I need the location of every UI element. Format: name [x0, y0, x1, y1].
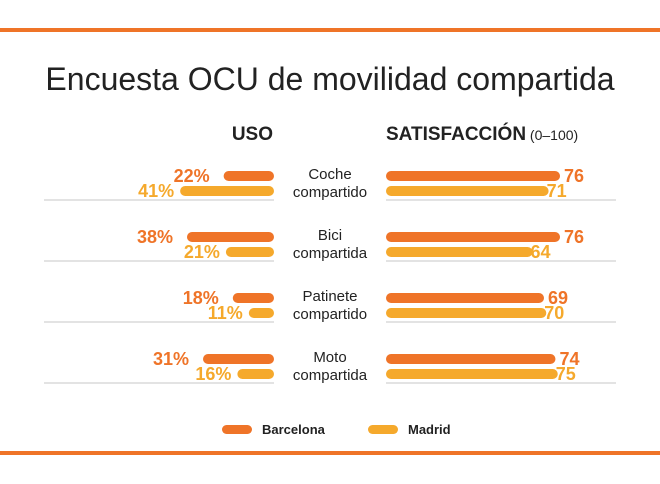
- label-uso: 38%: [137, 227, 173, 247]
- category-label: Coche: [308, 166, 351, 183]
- bar-uso-madrid: [180, 186, 274, 196]
- label-uso: 18%: [183, 288, 219, 308]
- bar-satisfaccion-barcelona: [386, 232, 561, 242]
- label-satisfaccion: 76: [564, 227, 584, 247]
- label-satisfaccion: 74: [559, 349, 579, 369]
- label-uso: 31%: [153, 349, 189, 369]
- top-rule: [0, 28, 660, 32]
- panel-subtitle: (0–100): [526, 127, 578, 143]
- bar-uso-barcelona: [232, 293, 274, 303]
- panel-title-satisfaccion: SATISFACCIÓN (0–100): [386, 123, 578, 145]
- label-uso: 16%: [195, 364, 231, 384]
- category-label: compartida: [293, 245, 368, 262]
- bar-satisfaccion-madrid: [386, 369, 558, 379]
- legend-swatch: [368, 425, 398, 434]
- label-uso: 22%: [174, 166, 210, 186]
- label-satisfaccion: 69: [548, 288, 568, 308]
- bar-uso-barcelona: [186, 232, 274, 242]
- bar-uso-madrid: [225, 247, 274, 257]
- bar-uso-madrid: [237, 369, 274, 379]
- bar-satisfaccion-barcelona: [386, 354, 556, 364]
- label-uso: 41%: [138, 181, 174, 201]
- row-divider: [44, 321, 274, 323]
- category-label: Patinete: [302, 288, 357, 305]
- category-label: compartido: [293, 184, 367, 201]
- category-label: Moto: [313, 349, 346, 366]
- label-satisfaccion: 75: [556, 364, 576, 384]
- label-satisfaccion: 76: [564, 166, 584, 186]
- panel-title-uso: USO: [232, 124, 273, 145]
- legend-label: Barcelona: [262, 422, 326, 437]
- bar-uso-madrid: [248, 308, 274, 318]
- legend-swatch: [222, 425, 252, 434]
- bar-satisfaccion-barcelona: [386, 293, 545, 303]
- row-divider: [386, 382, 616, 384]
- bar-uso-barcelona: [223, 171, 274, 181]
- row-divider: [386, 321, 616, 323]
- row-divider: [44, 382, 274, 384]
- label-uso: 11%: [208, 303, 243, 323]
- bottom-rule: [0, 451, 660, 455]
- bar-satisfaccion-barcelona: [386, 171, 561, 181]
- category-label: Bici: [318, 227, 342, 244]
- category-label: compartido: [293, 306, 367, 323]
- row-divider: [386, 199, 616, 201]
- label-uso: 21%: [184, 242, 220, 262]
- label-satisfaccion: 71: [547, 181, 567, 201]
- bar-satisfaccion-madrid: [386, 247, 533, 257]
- category-label: compartida: [293, 367, 368, 384]
- label-satisfaccion: 70: [544, 303, 564, 323]
- row-divider: [44, 260, 274, 262]
- row-divider: [44, 199, 274, 201]
- legend-label: Madrid: [408, 422, 451, 437]
- label-satisfaccion: 64: [531, 242, 551, 262]
- row-divider: [386, 260, 616, 262]
- bar-satisfaccion-madrid: [386, 186, 549, 196]
- bar-uso-barcelona: [203, 354, 274, 364]
- chart-title: Encuesta OCU de movilidad compartida: [45, 61, 614, 97]
- bar-satisfaccion-madrid: [386, 308, 547, 318]
